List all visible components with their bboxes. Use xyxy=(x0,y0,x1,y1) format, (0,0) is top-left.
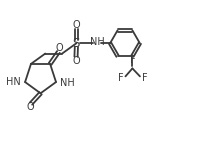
Text: O: O xyxy=(72,56,80,66)
Text: NH: NH xyxy=(89,37,104,47)
Text: O: O xyxy=(72,20,80,30)
Text: F: F xyxy=(118,73,123,83)
Text: F: F xyxy=(129,55,135,65)
Text: HN: HN xyxy=(6,77,21,87)
Text: F: F xyxy=(141,73,146,83)
Text: O: O xyxy=(55,43,63,53)
Text: S: S xyxy=(72,37,80,50)
Text: NH: NH xyxy=(60,78,75,88)
Text: O: O xyxy=(26,102,34,112)
